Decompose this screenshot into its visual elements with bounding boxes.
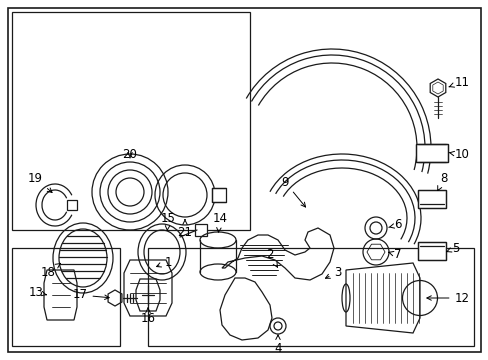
Bar <box>417 190 445 208</box>
Text: 21: 21 <box>177 220 192 238</box>
Bar <box>67 200 77 210</box>
Text: 19: 19 <box>27 171 52 193</box>
Text: 17: 17 <box>72 288 109 302</box>
Text: 13: 13 <box>28 285 46 298</box>
Bar <box>195 224 206 236</box>
Bar <box>148 248 473 346</box>
Text: 8: 8 <box>437 171 447 190</box>
Bar <box>415 144 447 162</box>
Text: 15: 15 <box>160 211 175 230</box>
Bar <box>212 188 225 202</box>
Text: 1: 1 <box>156 256 171 269</box>
Text: 18: 18 <box>41 263 61 279</box>
Bar <box>12 12 249 230</box>
Text: 16: 16 <box>140 308 155 324</box>
Bar <box>417 242 445 260</box>
Text: 9: 9 <box>281 175 305 207</box>
Text: 12: 12 <box>426 292 468 305</box>
Bar <box>12 248 120 346</box>
Text: 11: 11 <box>448 76 468 89</box>
Text: 7: 7 <box>388 248 401 261</box>
Text: 4: 4 <box>274 335 281 355</box>
Text: 20: 20 <box>122 148 137 162</box>
Text: 2: 2 <box>265 248 277 267</box>
Bar <box>417 190 445 208</box>
Bar <box>417 242 445 260</box>
Text: 3: 3 <box>325 266 341 279</box>
Text: 5: 5 <box>446 242 459 255</box>
Text: 14: 14 <box>212 211 227 232</box>
Text: 6: 6 <box>388 219 401 231</box>
Text: 10: 10 <box>448 148 468 162</box>
Bar <box>415 144 447 162</box>
